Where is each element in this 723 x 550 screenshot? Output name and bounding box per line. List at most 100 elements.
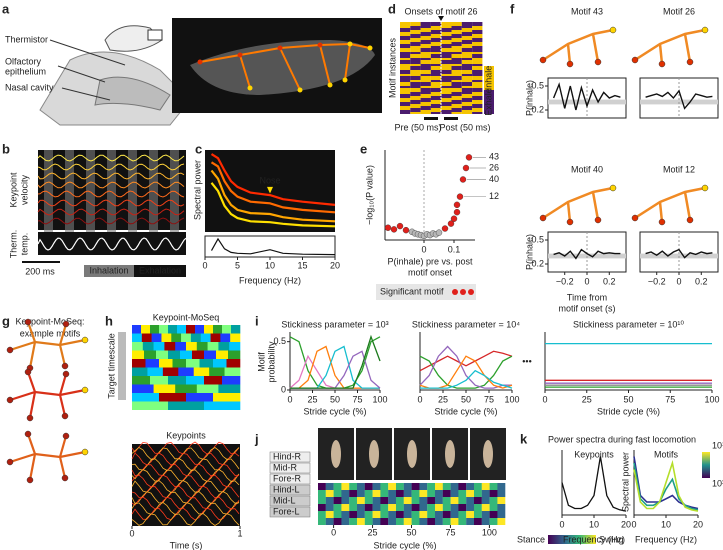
phase-cell (372, 504, 381, 511)
heatmap-cell (441, 36, 452, 38)
keypoint (197, 59, 203, 65)
heatmap-cell (430, 102, 442, 104)
heatmap-cell (441, 34, 452, 36)
heatmap-cell (400, 28, 411, 30)
heatmap-cell (420, 78, 431, 80)
phase-cell (450, 490, 459, 497)
heatmap-cell (400, 56, 411, 58)
heatmap-cell (410, 42, 421, 44)
label: motif onset (s) (558, 303, 615, 313)
keypoint (566, 60, 574, 68)
heatmap-cell (441, 104, 452, 106)
heatmap-cell (472, 56, 483, 58)
heatmap-cell (472, 100, 483, 102)
phase-cell (442, 504, 451, 511)
heatmap-cell (472, 98, 483, 100)
heatmap-cell (430, 58, 442, 60)
phase-cell (411, 504, 420, 511)
heatmap-cell (420, 30, 431, 32)
heatmap-cell (451, 56, 462, 58)
heatmap-cell (451, 110, 462, 112)
heatmap-cell (400, 44, 411, 46)
heatmap-cell (451, 84, 462, 86)
heatmap-cell (451, 74, 462, 76)
phase-cell (372, 497, 381, 504)
label: Fore-R (273, 473, 302, 483)
x-tick-label: 75 (445, 527, 455, 537)
x-tick-label: 75 (665, 394, 675, 404)
phase-cell (435, 504, 443, 511)
label: Onsets of motif 26 (404, 6, 477, 16)
heatmap-cell (430, 84, 442, 86)
segment (231, 325, 241, 334)
heatmap-cell (451, 64, 462, 66)
label: Inhalation (89, 265, 128, 275)
spectrum (210, 169, 336, 223)
x-tick-label: 5 (235, 260, 240, 270)
skeleton (199, 42, 371, 91)
keypoint-trace (131, 485, 240, 499)
keypoint (594, 216, 602, 224)
heatmap-cell (451, 76, 462, 78)
heatmap-cell (441, 24, 452, 26)
heatmap-cell (410, 66, 421, 68)
phase-cell (333, 483, 342, 490)
heatmap-cell (420, 40, 431, 42)
heatmap-cell (430, 96, 442, 98)
heatmap-cell (451, 80, 462, 82)
spectrum (210, 153, 336, 206)
heatmap-cell (400, 52, 411, 54)
phase-cell (450, 518, 459, 525)
pose (634, 28, 706, 65)
x-tick-label: 0 (417, 394, 422, 404)
leg-label-bg (269, 462, 311, 474)
segment (181, 333, 192, 342)
heatmap-cell (400, 92, 411, 94)
heatmap-cell (410, 58, 421, 60)
label: Mid-R (273, 462, 297, 472)
heatmap-cell (472, 48, 483, 50)
heatmap-cell (441, 72, 452, 74)
motif-curve (553, 248, 621, 260)
probability-curve (420, 369, 513, 389)
phase-cell (364, 504, 373, 511)
heatmap-cell (400, 90, 411, 92)
point (456, 193, 464, 200)
heatmap-cell (441, 40, 452, 42)
label: Olfactory (5, 56, 42, 66)
fly-body (331, 440, 341, 468)
fly-body (369, 440, 379, 468)
phase-cell (474, 518, 482, 525)
heatmap-cell (410, 24, 421, 26)
temp-trace (37, 237, 187, 251)
inhale-band (44, 150, 53, 255)
heatmap-cell (441, 30, 452, 32)
phase-cell (396, 511, 404, 518)
heatmap-cell (430, 90, 442, 92)
heatmap-cell (472, 52, 483, 54)
x-tick-label: 50 (623, 394, 633, 404)
label: Spectral power (620, 452, 630, 512)
phase-cell (489, 490, 498, 497)
phase-cell (427, 504, 436, 511)
phase-cell (427, 490, 436, 497)
heatmap-cell (472, 40, 483, 42)
heatmap-cell (420, 66, 431, 68)
heatmap-cell (420, 82, 431, 84)
heatmap-cell (430, 82, 442, 84)
phase-cell (380, 490, 389, 497)
segment (213, 359, 227, 368)
keypoint (81, 448, 89, 456)
phase-cell (419, 483, 428, 490)
phase-cell (442, 483, 451, 490)
x-tick-label: 0.2 (603, 276, 616, 286)
phase-cell (388, 490, 397, 497)
heatmap-cell (451, 34, 462, 36)
heatmap-cell (420, 22, 431, 24)
phase-cell (481, 497, 490, 504)
heatmap-cell (472, 72, 483, 74)
phase-cell (411, 511, 420, 518)
x-tick-label: 0 (129, 528, 134, 538)
probability-curve (289, 354, 380, 389)
phase-cell (388, 511, 397, 518)
